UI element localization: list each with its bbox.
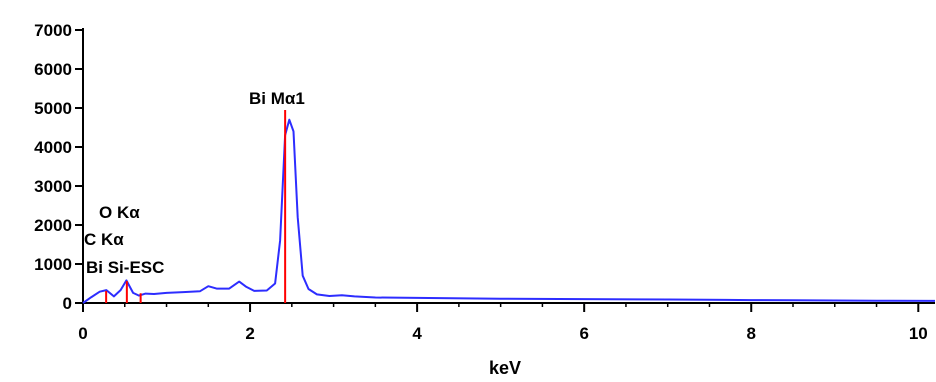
x-tick-label: 10 [909,324,928,343]
plot-area [82,109,936,304]
peak-annotations: Bi Mα1 O Kα C Kα Bi Si-ESC [84,89,305,277]
y-tick-label: 4000 [34,138,72,157]
y-tick-label: 6000 [34,60,72,79]
peak-label-c-ka: C Kα [84,230,124,249]
y-tick-label: 5000 [34,99,72,118]
x-tick-label: 0 [78,324,87,343]
axes: 0 1000 2000 3000 4000 5000 6000 7000 0 2 4 6 8 10 [34,21,935,343]
peak-label-bi-ma1: Bi Mα1 [249,89,305,108]
x-tick-label: 2 [245,324,254,343]
y-tick-label: 3000 [34,177,72,196]
y-tick-label: 7000 [34,21,72,40]
peak-label-o-ka: O Kα [99,203,140,222]
spectrum-line [82,118,936,304]
x-tick-label: 6 [579,324,588,343]
peak-label-bi-si-esc: Bi Si-ESC [86,258,164,277]
x-tick-label: 4 [412,324,422,343]
y-tick-label: 0 [63,294,72,313]
y-tick-label: 1000 [34,255,72,274]
x-axis-title: keV [489,358,521,378]
x-tick-label: 8 [747,324,756,343]
y-tick-label: 2000 [34,216,72,235]
